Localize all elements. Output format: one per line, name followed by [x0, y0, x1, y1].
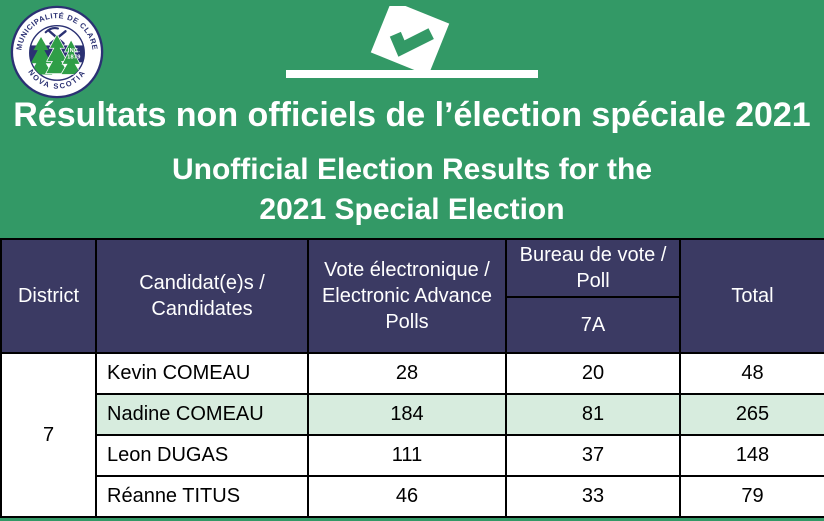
table-header: District Candidat(e)s / Candidates Vote … — [0, 238, 824, 354]
total-count-cell: 48 — [679, 352, 824, 395]
candidate-name-cell: Réanne TITUS — [95, 475, 309, 518]
district-number-cell: 7 — [0, 352, 97, 518]
ballot-slot-bar — [286, 70, 538, 78]
evote-count-cell: 28 — [307, 352, 507, 395]
candidate-name-cell: Nadine COMEAU — [95, 393, 309, 436]
total-count-cell: 79 — [679, 475, 824, 518]
table-row: Nadine COMEAU 184 81 265 — [1, 393, 824, 436]
table-body: 7 Kevin COMEAU 28 20 48 Nadine COMEAU 18… — [0, 352, 824, 518]
district-header-cell: District — [0, 238, 97, 354]
evote-count-cell: 46 — [307, 475, 507, 518]
total-header-cell: Total — [679, 238, 824, 354]
header-row-top: District Candidat(e)s / Candidates Vote … — [0, 238, 824, 354]
table-row: Leon DUGAS 111 37 148 — [1, 434, 824, 477]
evote-count-cell: 111 — [307, 434, 507, 477]
election-results-table: District Candidat(e)s / Candidates Vote … — [0, 238, 824, 518]
ballot-box-icon — [286, 6, 538, 78]
logo-inc-text: INC. — [68, 48, 81, 54]
total-count-cell: 265 — [679, 393, 824, 436]
candidates-header-cell: Candidat(e)s / Candidates — [95, 238, 309, 354]
logo-year-text: 1879 — [67, 55, 81, 61]
evote-count-cell: 184 — [307, 393, 507, 436]
logo-emblem: INC. 1879 — [29, 26, 85, 75]
poll-header-cell: Bureau de vote / Poll — [505, 238, 681, 298]
checkmark-icon — [389, 28, 434, 57]
candidate-name-cell: Leon DUGAS — [95, 434, 309, 477]
title-french: Résultats non officiels de l’élection sp… — [13, 96, 811, 134]
poll-count-cell: 20 — [505, 352, 681, 395]
evote-header-cell: Vote électronique / Electronic Advance P… — [307, 238, 507, 354]
title-english: Unofficial Election Results for the 2021… — [171, 153, 653, 226]
table-row: Réanne TITUS 46 33 79 — [1, 475, 824, 518]
evergreen-trees-icon — [29, 33, 83, 75]
ballot-paper-icon — [370, 6, 450, 76]
municipality-of-clare-logo-icon: MUNICIPALITÉ DE CLARE NOVA SCOTIA INC. 1… — [10, 5, 104, 99]
table-row: 7 Kevin COMEAU 28 20 48 — [0, 352, 824, 518]
poll-count-cell: 81 — [505, 393, 681, 436]
total-count-cell: 148 — [679, 434, 824, 477]
header-row-sub: 7A — [1, 296, 824, 354]
poll-count-cell: 37 — [505, 434, 681, 477]
candidate-name-cell: Kevin COMEAU — [95, 352, 309, 395]
poll-number-header-cell: 7A — [505, 296, 681, 354]
poll-count-cell: 33 — [505, 475, 681, 518]
